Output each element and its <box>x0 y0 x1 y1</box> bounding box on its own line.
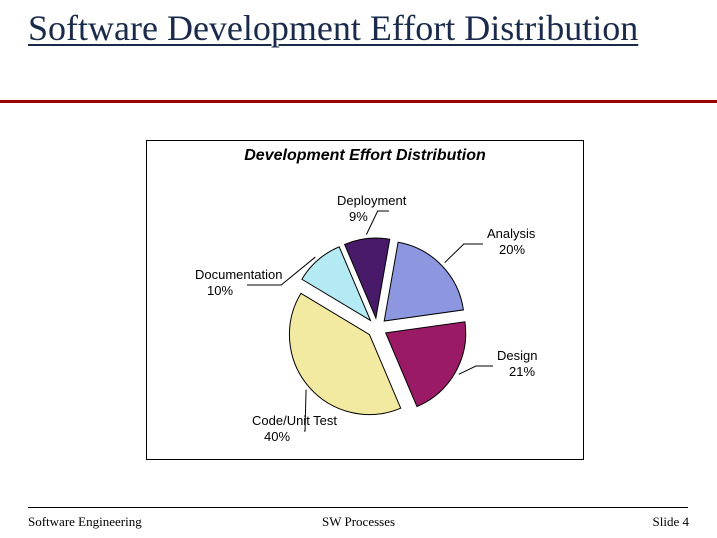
chart-container: Development Effort Distribution Analysis… <box>146 140 584 460</box>
slide: Software Development Effort Distribution… <box>0 0 717 538</box>
slice-label-name: Analysis <box>487 226 536 241</box>
slice-label-name: Deployment <box>337 193 407 208</box>
pie-slice <box>384 242 463 321</box>
footer-rule <box>28 507 688 508</box>
slice-label-name: Code/Unit Test <box>252 413 337 428</box>
page-title: Software Development Effort Distribution <box>28 8 638 49</box>
leader-line <box>459 366 493 374</box>
slice-label-pct: 40% <box>264 429 290 444</box>
chart-title: Development Effort Distribution <box>147 147 583 165</box>
footer-right: Slide 4 <box>653 514 689 530</box>
slice-label-pct: 20% <box>499 242 525 257</box>
leader-line <box>366 211 389 235</box>
title-underline-rule <box>0 100 717 103</box>
slice-label-name: Design <box>497 348 537 363</box>
slice-label-pct: 10% <box>207 283 233 298</box>
pie-chart: Analysis20% Design21% Code/Unit Test40% Doc… <box>147 173 585 457</box>
footer-center: SW Processes <box>0 514 717 530</box>
pie-slice <box>386 322 466 407</box>
slice-label-pct: 9% <box>349 209 368 224</box>
slice-label-pct: 21% <box>509 364 535 379</box>
leader-line <box>445 244 483 263</box>
slice-label-name: Documentation <box>195 267 282 282</box>
